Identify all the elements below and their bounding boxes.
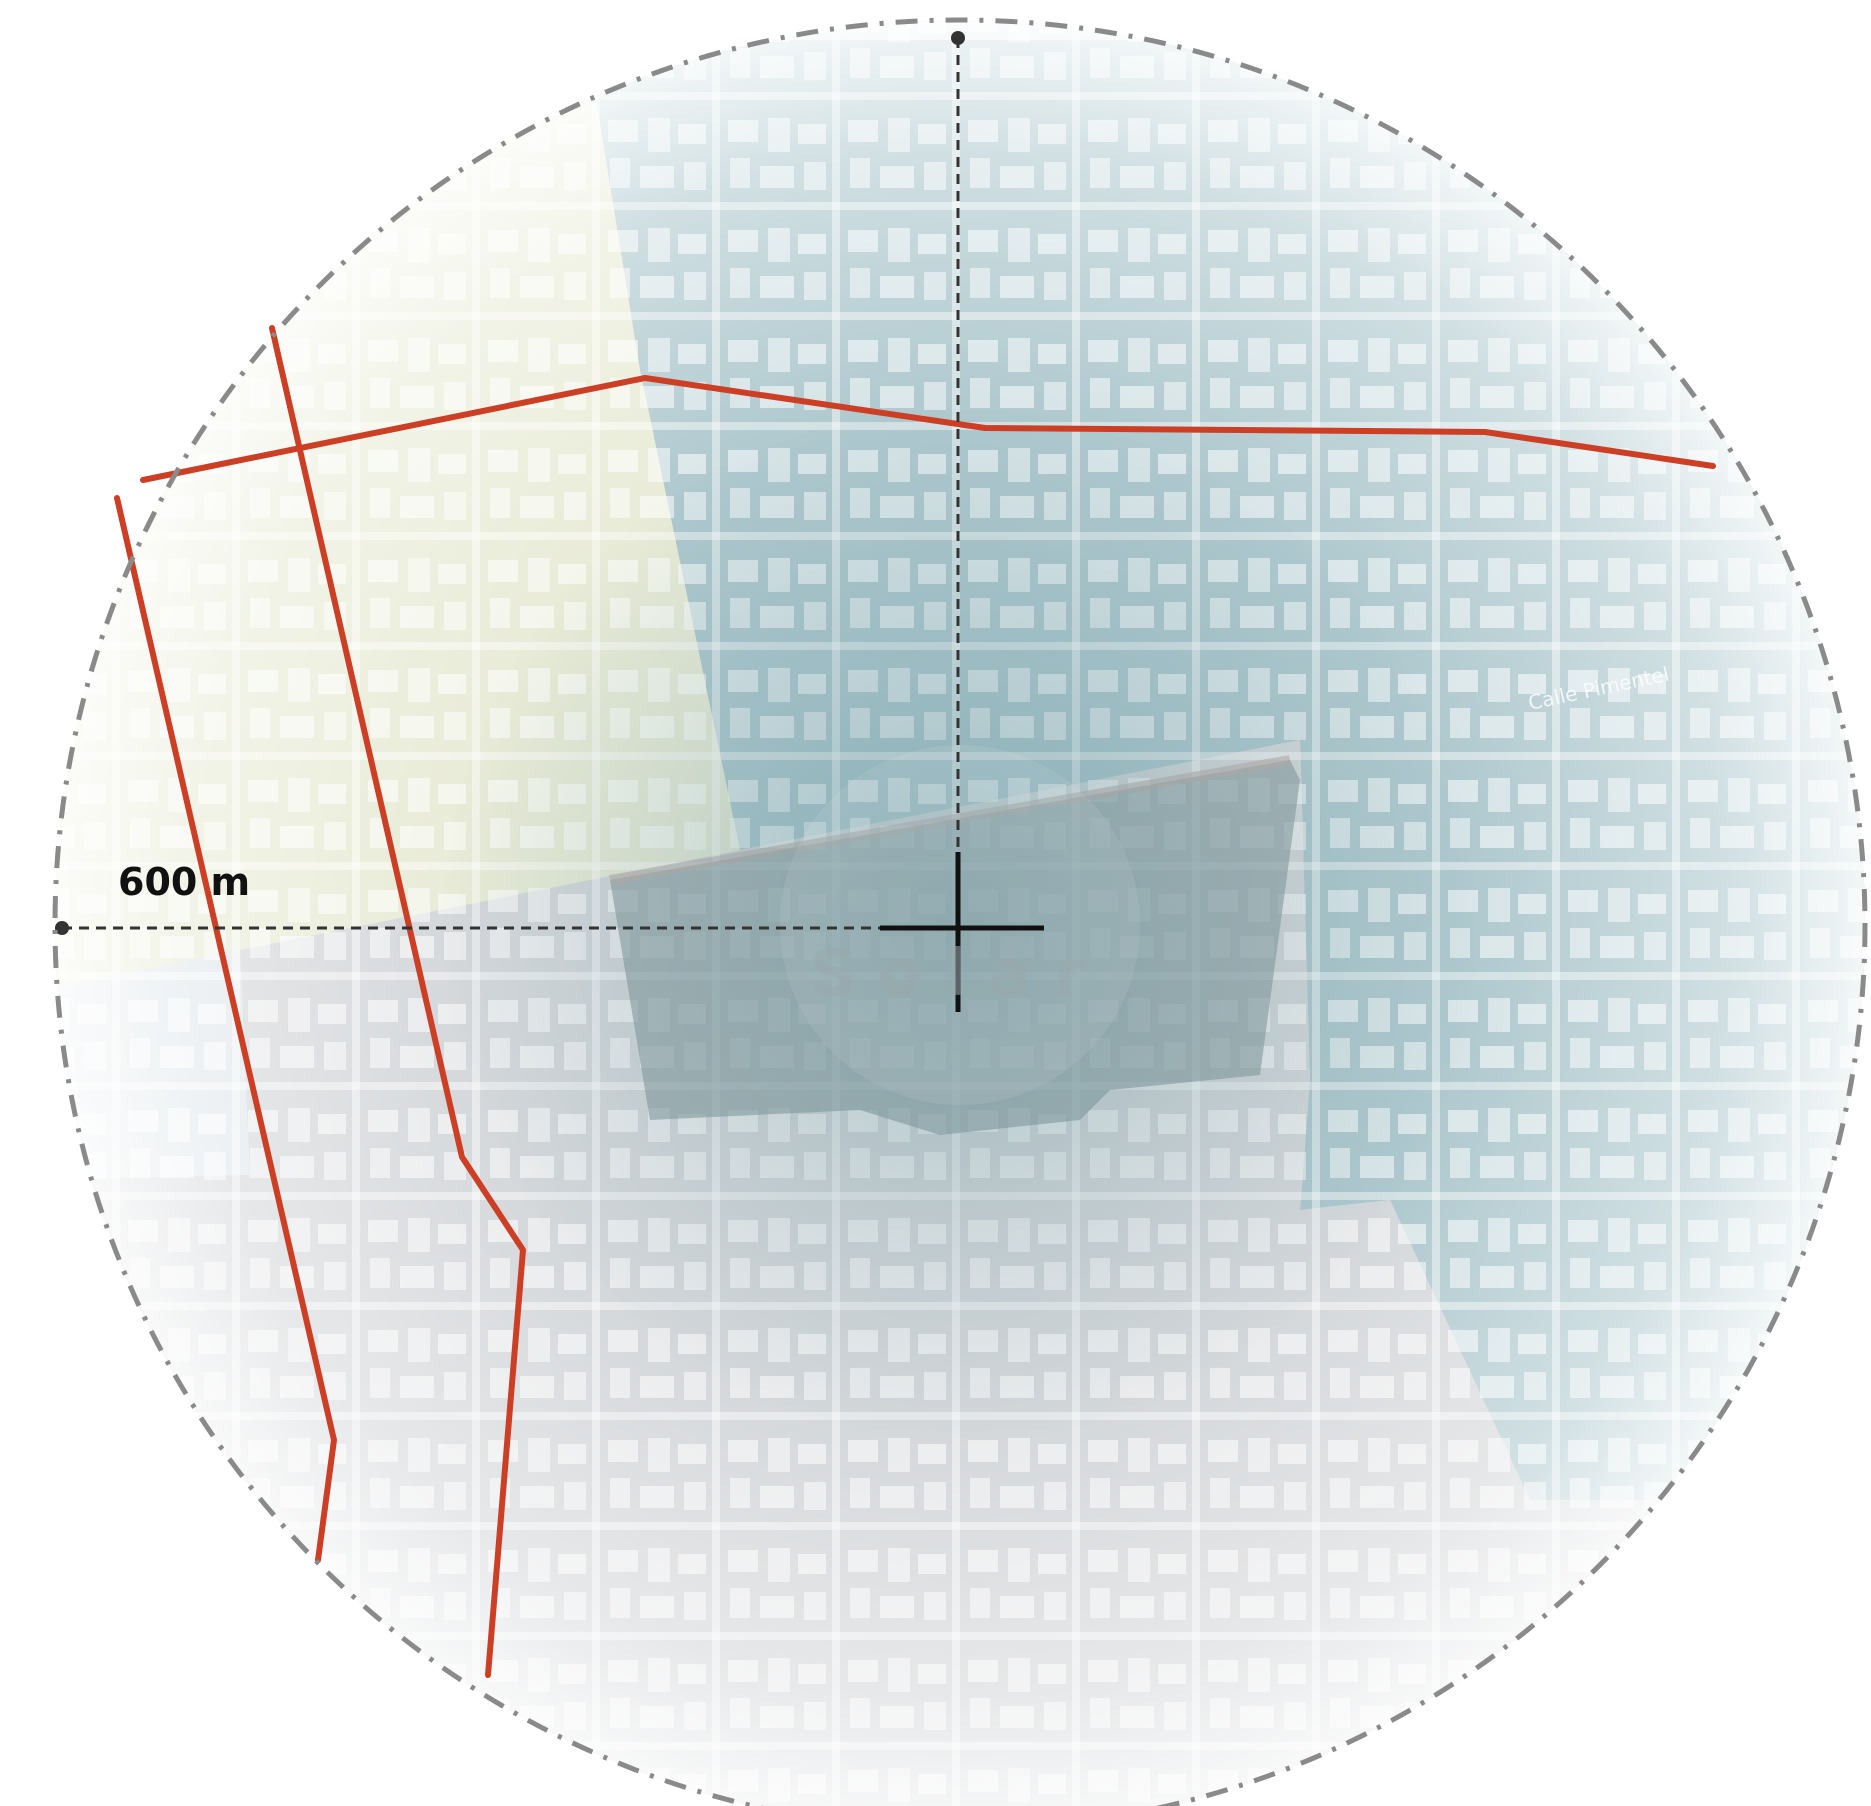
road-west-inner <box>269 325 526 1678</box>
radius-end-dot-icon <box>55 921 69 935</box>
site-label: Solar <box>810 937 1107 1011</box>
radius-lines <box>62 38 960 930</box>
crosshair-icon <box>880 852 1044 1012</box>
road-north <box>140 375 1716 483</box>
main-roads <box>114 325 1716 1678</box>
radius-end-dot-icon <box>951 31 965 45</box>
scale-label: 600 m <box>118 860 250 904</box>
road-west-outer <box>114 495 337 1563</box>
boundary-circle <box>52 17 1868 1806</box>
